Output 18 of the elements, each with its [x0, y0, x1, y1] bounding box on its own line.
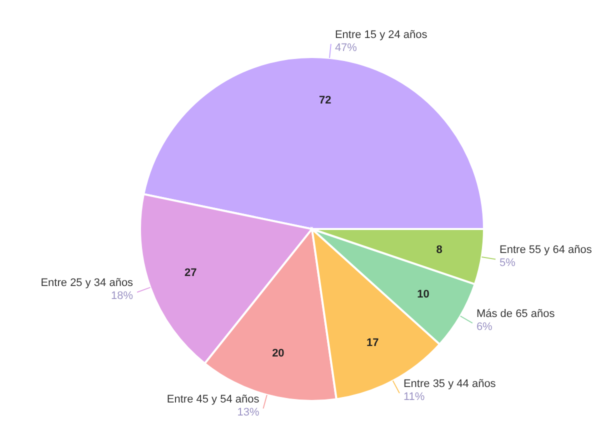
data-label: 10 [417, 288, 430, 300]
slice-label: Entre 55 y 64 años [500, 244, 592, 256]
data-label: 20 [272, 347, 284, 360]
slice-label: Entre 45 y 54 años [166, 393, 260, 406]
text: 13% [237, 406, 260, 418]
slice-label: Más de 65 años [476, 308, 556, 320]
text: 47% [334, 42, 358, 54]
slice-label: Entre 35 y 44 años [403, 378, 496, 390]
data-label: 72 [319, 94, 332, 107]
text: 5% [500, 257, 516, 270]
data-label: 8 [436, 244, 442, 256]
text: 11% [403, 391, 425, 404]
data-label: 27 [184, 266, 197, 279]
text: 18% [111, 290, 134, 302]
data-label: 17 [366, 336, 379, 349]
slice-label: Entre 15 y 24 años [334, 28, 428, 41]
text: 6% [476, 321, 493, 334]
slice-label: Entre 25 y 34 años [40, 277, 134, 290]
